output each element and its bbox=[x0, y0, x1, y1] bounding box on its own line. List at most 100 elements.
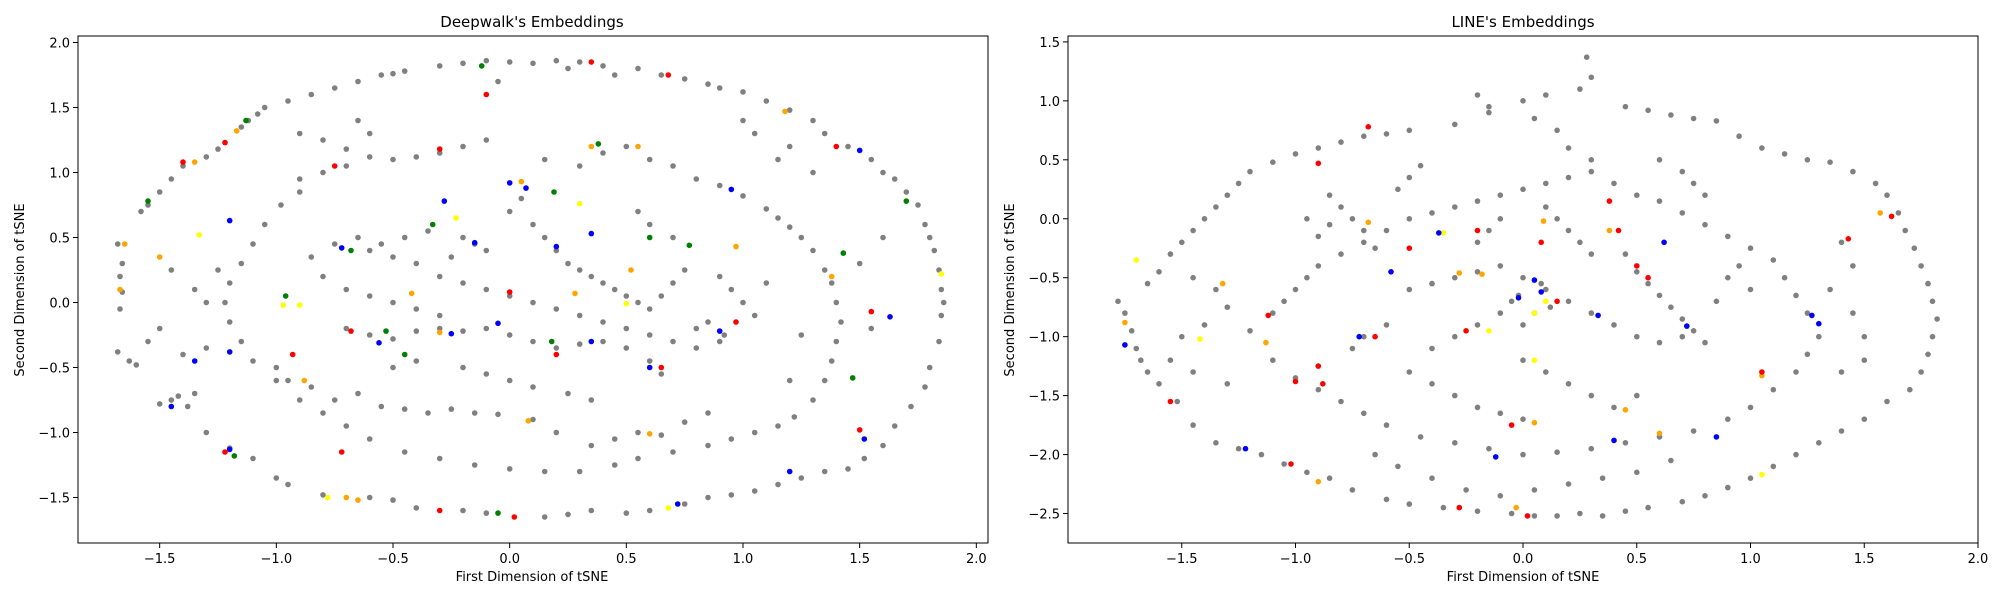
point-gray bbox=[1417, 162, 1424, 169]
point-orange bbox=[828, 273, 835, 280]
point-gray bbox=[1304, 469, 1310, 476]
point-gray bbox=[390, 156, 396, 163]
point-gray bbox=[1247, 168, 1253, 175]
point-gray bbox=[1213, 286, 1219, 293]
point-gray bbox=[1554, 449, 1560, 456]
point-gray bbox=[1281, 298, 1287, 305]
point-red bbox=[1554, 298, 1560, 305]
point-gray bbox=[226, 319, 233, 325]
point-gray bbox=[1902, 227, 1908, 234]
point-yellow bbox=[623, 301, 630, 307]
point-gray bbox=[320, 137, 326, 143]
point-gray bbox=[1520, 416, 1526, 423]
point-gray bbox=[681, 501, 688, 507]
point-orange bbox=[525, 418, 532, 424]
point-gray bbox=[1725, 274, 1731, 281]
point-gray bbox=[1452, 392, 1458, 399]
point-gray bbox=[1349, 487, 1356, 493]
point-yellow bbox=[1543, 298, 1549, 305]
point-yellow bbox=[196, 232, 203, 238]
point-gray bbox=[740, 89, 746, 95]
point-gray bbox=[1201, 322, 1208, 328]
point-gray bbox=[810, 397, 816, 403]
point-gray bbox=[308, 254, 315, 260]
point-gray bbox=[833, 338, 840, 345]
chart-title: Deepwalk's Embeddings bbox=[440, 13, 624, 31]
point-blue bbox=[506, 180, 513, 186]
point-gray bbox=[1315, 233, 1322, 240]
point-gray bbox=[471, 410, 478, 416]
point-gray bbox=[1690, 115, 1697, 122]
point-gray bbox=[1690, 180, 1697, 187]
point-gray bbox=[716, 273, 723, 280]
point-gray bbox=[296, 189, 303, 195]
point-gray bbox=[1725, 484, 1731, 491]
y-tick-label: 0.0 bbox=[1039, 213, 1060, 228]
point-gray bbox=[938, 286, 945, 293]
point-gray bbox=[168, 267, 175, 273]
point-gray bbox=[658, 371, 665, 377]
point-gray bbox=[705, 319, 711, 325]
point-orange bbox=[1656, 430, 1663, 437]
point-blue bbox=[856, 147, 863, 154]
point-gray bbox=[1508, 510, 1515, 517]
point-gray bbox=[285, 481, 291, 488]
y-tick-label: 1.0 bbox=[49, 167, 70, 182]
point-blue bbox=[1809, 312, 1815, 319]
point-gray bbox=[1547, 304, 1554, 311]
point-blue bbox=[588, 338, 595, 345]
point-gray bbox=[1156, 381, 1162, 387]
point-gray bbox=[1679, 333, 1686, 340]
point-gray bbox=[856, 260, 863, 267]
point-gray bbox=[1349, 216, 1356, 222]
point-gray bbox=[728, 492, 735, 498]
point-gray bbox=[460, 507, 466, 514]
point-gray bbox=[926, 364, 933, 371]
point-gray bbox=[600, 63, 606, 69]
point-gray bbox=[833, 299, 840, 306]
point-gray bbox=[168, 176, 175, 182]
point-gray bbox=[156, 401, 163, 407]
point-gray bbox=[1634, 469, 1640, 476]
point-gray bbox=[1531, 115, 1538, 122]
point-gray bbox=[1224, 304, 1231, 311]
point-gray bbox=[175, 393, 182, 399]
point-gray bbox=[1115, 298, 1121, 305]
point-gray bbox=[518, 195, 525, 202]
point-gray bbox=[1577, 510, 1583, 517]
point-green bbox=[646, 234, 653, 241]
point-gray bbox=[1167, 251, 1174, 257]
point-gray bbox=[775, 215, 781, 221]
point-gray bbox=[308, 384, 315, 390]
point-gray bbox=[1452, 440, 1458, 446]
point-gray bbox=[296, 397, 303, 403]
point-gray bbox=[401, 234, 408, 241]
point-red bbox=[436, 146, 443, 152]
x-tick-label: 1.5 bbox=[1854, 552, 1875, 567]
point-gray bbox=[1827, 286, 1833, 293]
point-gray bbox=[1702, 339, 1708, 346]
point-red bbox=[1406, 245, 1413, 251]
point-gray bbox=[576, 341, 583, 347]
point-gray bbox=[483, 510, 490, 516]
point-orange bbox=[628, 267, 634, 273]
point-gray bbox=[1315, 263, 1322, 269]
point-gray bbox=[1804, 157, 1811, 163]
point-gray bbox=[1497, 493, 1504, 499]
point-gray bbox=[191, 286, 198, 293]
point-gray bbox=[1583, 54, 1590, 60]
point-gray bbox=[355, 78, 361, 85]
point-gray bbox=[541, 156, 548, 163]
y-tick-label: −0.5 bbox=[38, 362, 70, 377]
point-gray bbox=[1679, 316, 1686, 322]
point-gray bbox=[390, 364, 396, 371]
point-gray bbox=[936, 338, 942, 345]
point-gray bbox=[1520, 451, 1526, 458]
point-gray bbox=[483, 286, 490, 293]
x-axis-label: First Dimension of tSNE bbox=[456, 570, 609, 585]
point-gray bbox=[623, 325, 630, 332]
point-red bbox=[1474, 227, 1481, 234]
point-gray bbox=[320, 410, 326, 416]
point-orange bbox=[191, 159, 198, 165]
point-gray bbox=[506, 466, 513, 472]
